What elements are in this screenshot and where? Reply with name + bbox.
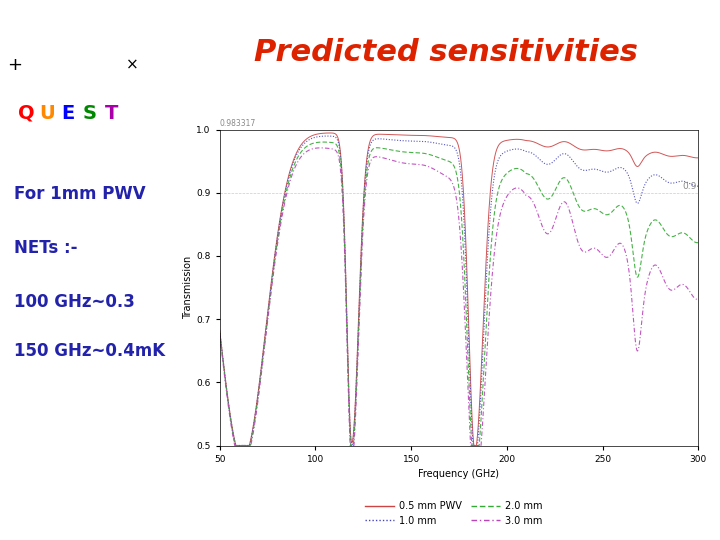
Text: NETs :-: NETs :-: [14, 239, 78, 258]
X-axis label: Frequency (GHz): Frequency (GHz): [418, 469, 500, 479]
Legend: 0.5 mm PWV, 1.0 mm, 2.0 mm, 3.0 mm: 0.5 mm PWV, 1.0 mm, 2.0 mm, 3.0 mm: [361, 497, 546, 530]
Text: Predicted sensitivities: Predicted sensitivities: [254, 38, 639, 67]
Text: Q: Q: [18, 104, 35, 123]
Text: +: +: [7, 56, 22, 74]
Y-axis label: Transmission: Transmission: [184, 256, 194, 319]
Text: 150 GHz~0.4mK: 150 GHz~0.4mK: [14, 342, 166, 360]
Text: 0.983317: 0.983317: [220, 119, 256, 129]
Text: U: U: [40, 104, 55, 123]
Text: E: E: [61, 104, 74, 123]
Text: T: T: [104, 104, 118, 123]
Text: 0.9: 0.9: [682, 182, 696, 191]
Text: For 1mm PWV: For 1mm PWV: [14, 185, 146, 204]
Text: 100 GHz~0.3: 100 GHz~0.3: [14, 293, 135, 312]
Text: ×: ×: [126, 57, 139, 72]
Text: S: S: [83, 104, 96, 123]
